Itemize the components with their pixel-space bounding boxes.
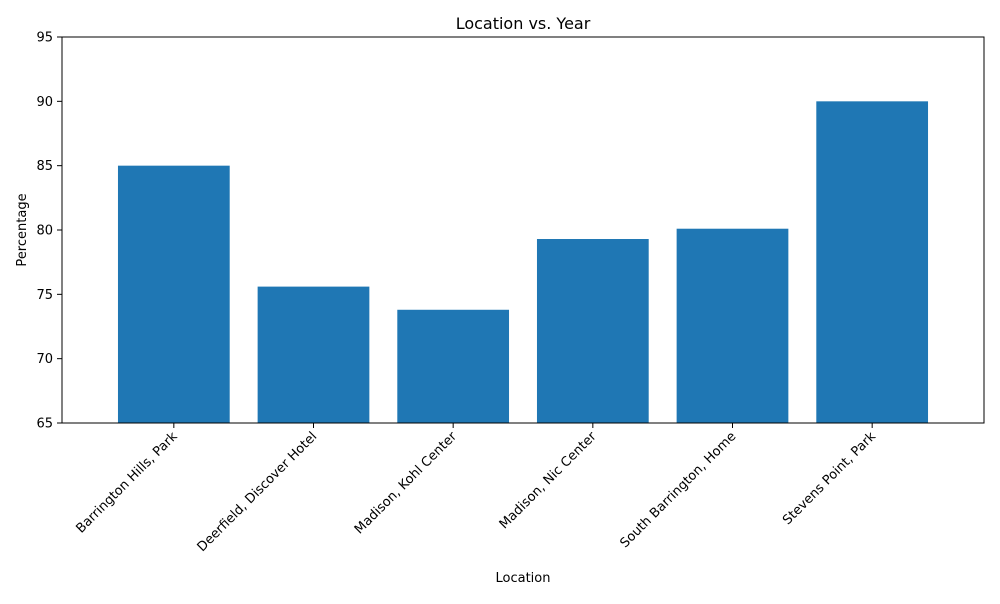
bar (536, 239, 649, 423)
bars-layer (117, 101, 929, 424)
x-tick-label: Barrington Hills, Park (73, 429, 181, 537)
plot-frame (61, 36, 985, 424)
y-tick-label: 80 (36, 224, 53, 239)
y-tick-label: 85 (36, 159, 53, 174)
x-tick-label: Madison, Nic Center (497, 429, 600, 532)
bar (676, 228, 789, 423)
chart-title: Location vs. Year (456, 14, 591, 33)
y-axis: 65 70 75 80 85 90 95 (36, 31, 62, 432)
x-axis: Barrington Hills, Park Deerfield, Discove… (73, 423, 879, 555)
bar (816, 101, 929, 423)
x-tick-label: South Barrington, Home (617, 429, 739, 551)
y-tick-label: 95 (36, 31, 53, 46)
bar (397, 309, 510, 423)
bar (117, 165, 230, 424)
y-tick-label: 90 (36, 95, 53, 110)
y-axis-label: Percentage (15, 193, 30, 266)
y-tick-label: 75 (36, 288, 53, 303)
bar (257, 286, 370, 423)
x-tick-label: Madison, Kohl Center (352, 429, 461, 538)
x-tick-label: Stevens Point, Park (780, 429, 879, 528)
x-axis-label: Location (496, 571, 551, 586)
y-tick-label: 65 (36, 417, 53, 432)
x-tick-label: Deerfield, Discover Hotel (195, 429, 321, 555)
y-tick-label: 70 (36, 352, 53, 367)
